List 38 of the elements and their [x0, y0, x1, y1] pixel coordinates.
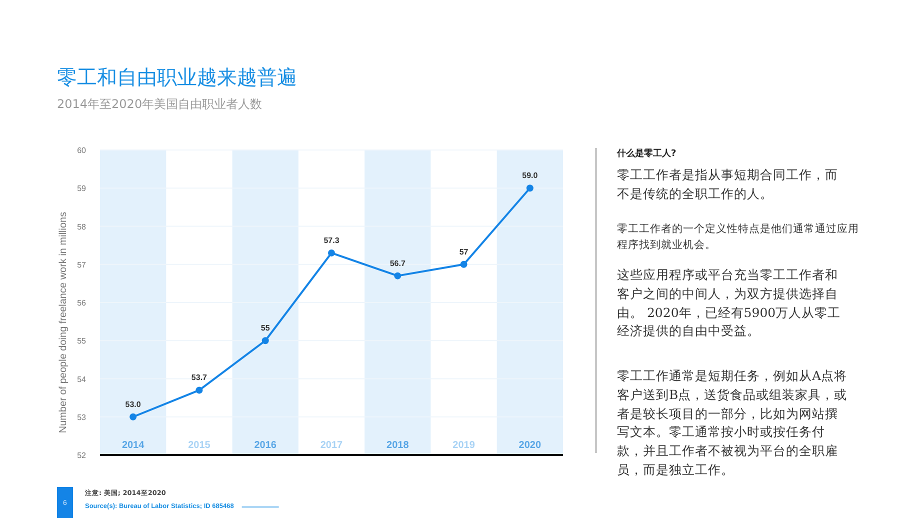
x-tick-label: 2019	[452, 440, 476, 451]
x-tick-label: 2014	[122, 440, 145, 451]
y-tick-label: 54	[77, 374, 87, 384]
x-tick-label: 2016	[254, 440, 277, 451]
text: 这些应用程序或平台充当零工工作者和客户之间的中间人，为双方提供选择自由。 2020年，已经有5900万人从零工经济提供的自由中受益。	[617, 266, 842, 340]
y-tick-label: 60	[77, 146, 87, 155]
point	[328, 249, 335, 256]
y-tick-label: 55	[77, 336, 87, 346]
point	[196, 386, 203, 394]
point	[460, 260, 468, 268]
chart-subtitle: 2014年至2020年美国自由职业者人数	[57, 97, 262, 111]
y-tick-label: 58	[77, 222, 87, 232]
data-label: 57.3	[324, 236, 340, 245]
data-label: 56.7	[390, 258, 406, 268]
point	[130, 413, 137, 420]
data-label: 57	[459, 247, 469, 256]
y-tick-label: 53	[77, 412, 87, 422]
x-tick-label: 2020	[518, 440, 542, 451]
x-tick-label: 2018	[386, 440, 410, 451]
data-label: 53.7	[191, 373, 208, 382]
point	[262, 337, 269, 344]
text: 什么是零工人?	[617, 148, 676, 161]
data-label: 55	[260, 324, 270, 333]
x-tick-label: 2017	[320, 440, 344, 451]
text: 零工工作者是指从事短期合同工作，而不是传统的全职工作的人。	[617, 166, 839, 203]
text: 零工工作通常是短期任务，例如从A点将客户送到B点，送货食品或组装家具，或者是较长项目的一部分，比如为网站撰写文本。零工通常按小时或按任务付款，并且工作者不被视为平台的全职雇员，而是独立工作。	[617, 367, 848, 479]
y-tick-label: 59	[77, 184, 87, 194]
data-label: 59.0	[522, 171, 538, 180]
y-tick-label: 57	[77, 260, 87, 270]
chart-title: 零工和自由职业越来越普遍	[57, 65, 297, 89]
data-label: 53.0	[125, 400, 142, 409]
y-axis-title: Number of people doing freelance work in millions	[58, 212, 69, 434]
y-tick-label: 56	[77, 298, 87, 308]
text: 零工工作者的一个定义性特点是他们通常通过应用程序找到就业机会。	[617, 222, 860, 253]
y-tick-label: 52	[77, 451, 87, 460]
point	[394, 272, 402, 280]
x-tick-label: 2015	[188, 440, 211, 451]
point	[526, 184, 534, 192]
